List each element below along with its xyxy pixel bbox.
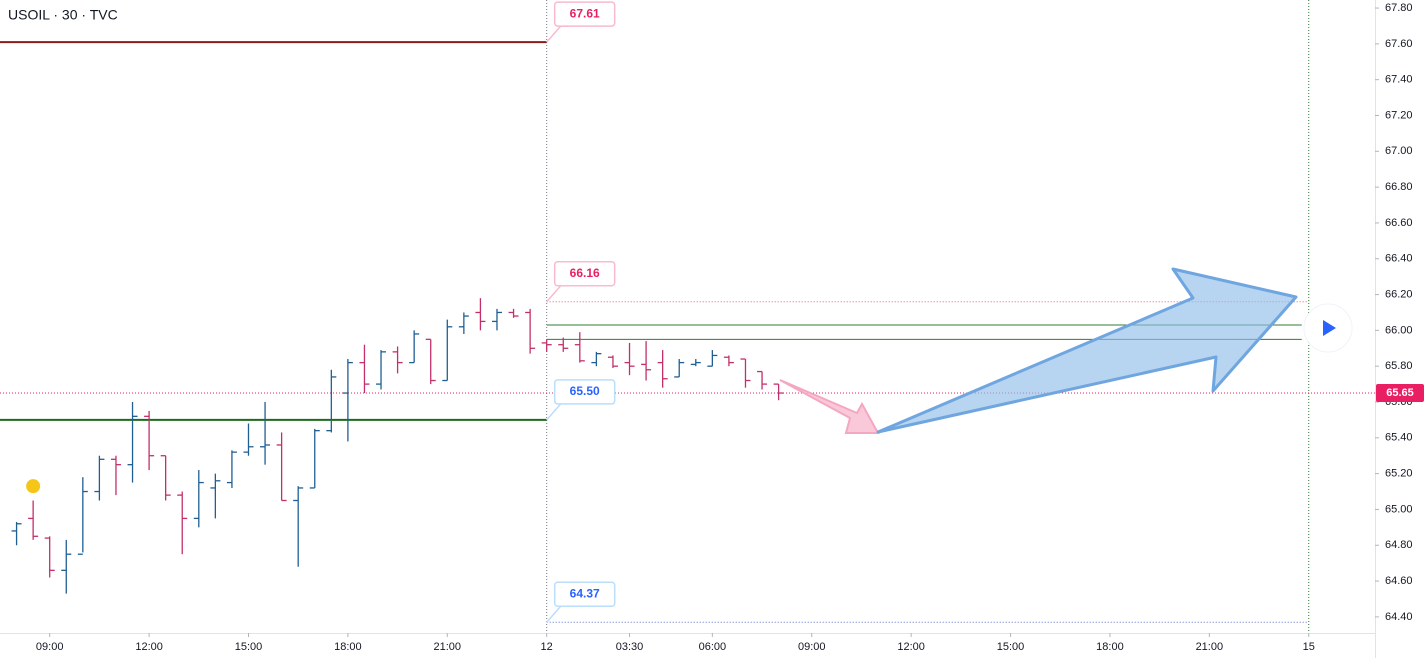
y-tick-label: 67.20: [1385, 109, 1413, 121]
level-label-box: [553, 379, 616, 405]
level-label-box: [553, 260, 616, 287]
y-tick-label: 66.00: [1385, 324, 1413, 336]
x-tick-label: 21:00: [1196, 641, 1224, 653]
y-tick-label: 64.80: [1385, 539, 1413, 551]
y-tick-label: 67.80: [1385, 2, 1413, 14]
x-tick-label: 18:00: [334, 641, 362, 653]
y-tick-label: 65.40: [1385, 432, 1413, 444]
up-arrow-drawing: [876, 267, 1298, 434]
level-label: 67.61: [570, 6, 600, 20]
x-tick-label: 15: [1303, 641, 1315, 653]
level-label: 64.37: [570, 586, 600, 600]
x-tick-label: 15:00: [235, 641, 263, 653]
current-price-label: 65.65: [1386, 387, 1414, 399]
y-tick-label: 66.80: [1385, 181, 1413, 193]
x-tick-label: 12:00: [897, 641, 925, 653]
y-tick-label: 67.60: [1385, 38, 1413, 50]
y-tick-label: 65.20: [1385, 468, 1413, 480]
x-tick-label: 12: [541, 641, 553, 653]
event-marker: [26, 479, 41, 494]
y-tick-label: 65.80: [1385, 360, 1413, 372]
level-label-box: [553, 1, 616, 27]
y-tick-label: 64.40: [1385, 611, 1413, 623]
y-tick-label: 67.00: [1385, 145, 1413, 157]
level-label: 66.16: [570, 266, 600, 280]
level-label: 65.50: [570, 384, 600, 398]
x-tick-label: 12:00: [135, 641, 163, 653]
x-tick-label: 06:00: [699, 641, 727, 653]
x-tick-label: 21:00: [434, 641, 462, 653]
x-tick-label: 18:00: [1096, 641, 1124, 653]
y-tick-label: 64.60: [1385, 575, 1413, 587]
y-tick-label: 66.60: [1385, 217, 1413, 229]
y-tick-label: 65.00: [1385, 503, 1413, 515]
current-price-tag: [1376, 384, 1424, 403]
x-tick-label: 03:30: [616, 641, 644, 653]
y-tick-label: 66.20: [1385, 288, 1413, 300]
plot: 67.61 65.50 66.16 64.37: [0, 0, 1375, 633]
chart-title: USOIL · 30 · TVC: [8, 7, 118, 23]
level-label-box: [553, 581, 616, 608]
y-tick-label: 67.40: [1385, 74, 1413, 86]
x-tick-label: 09:00: [36, 641, 64, 653]
scroll-icon[interactable]: [1323, 320, 1336, 336]
y-tick-label: 66.40: [1385, 253, 1413, 265]
x-tick-label: 15:00: [997, 641, 1025, 653]
x-tick-label: 09:00: [798, 641, 826, 653]
